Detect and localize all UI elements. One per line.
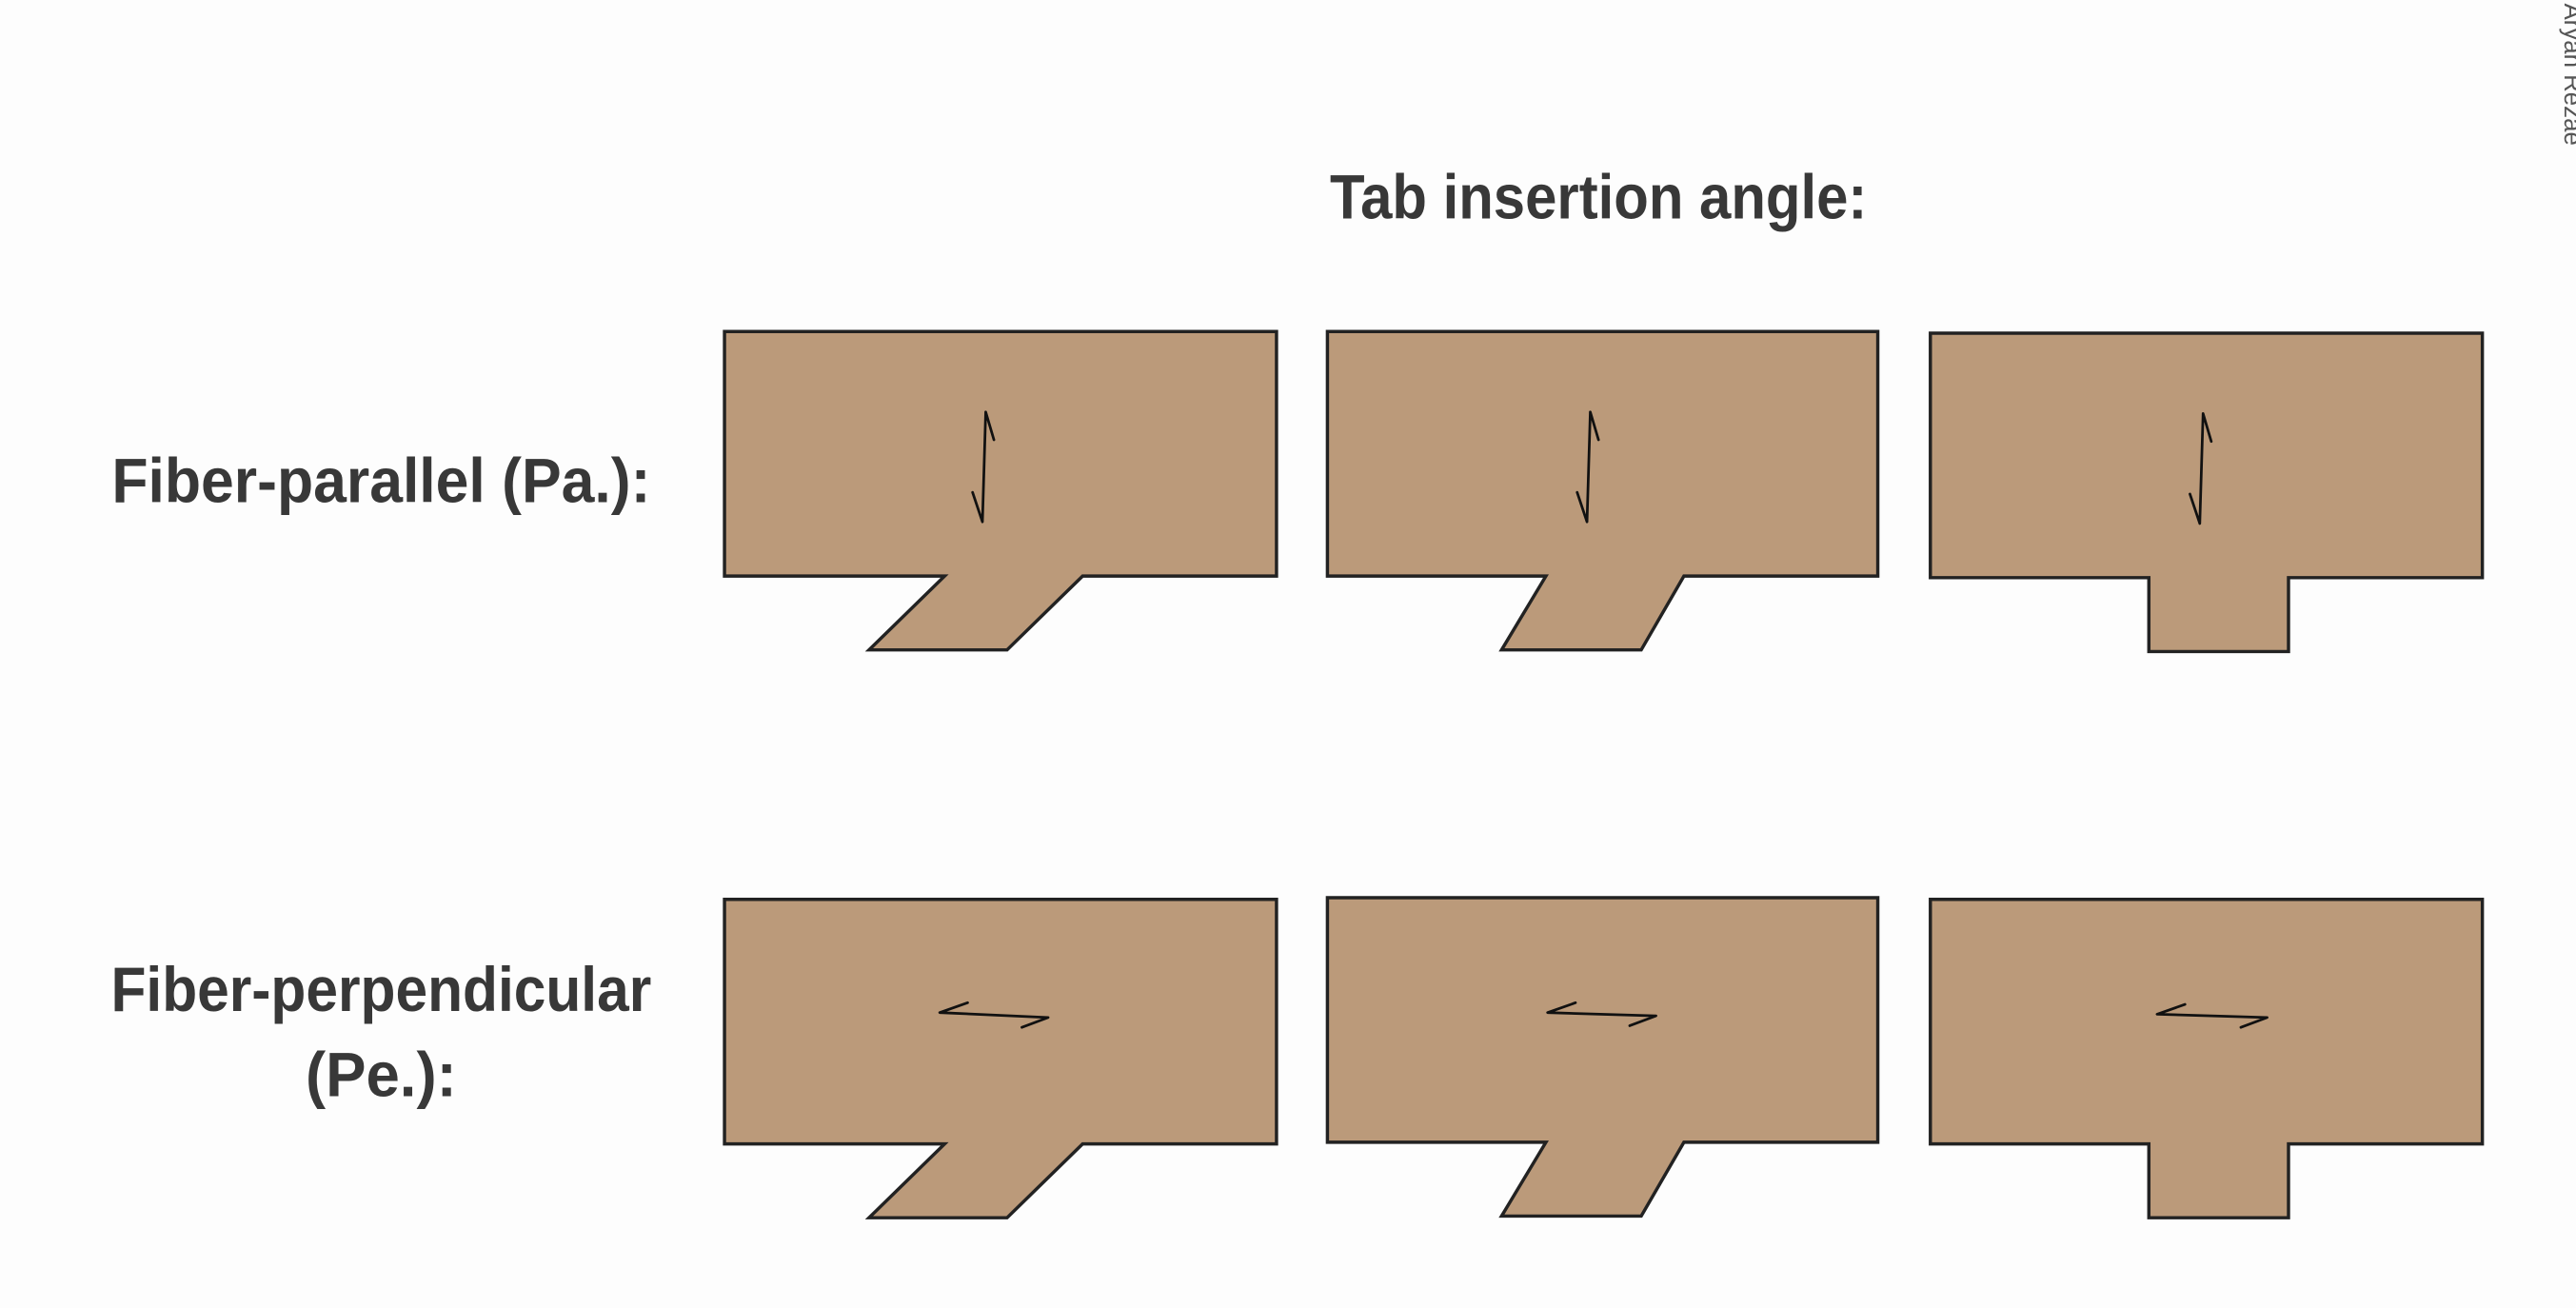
watermark: Aryan Rezae [2559, 3, 2576, 145]
angled-tab-specimen [1325, 329, 1880, 652]
title: Tab insertion angle: [1330, 162, 1867, 231]
straight-tab-specimen [1929, 898, 2485, 1219]
row-perpendicular [723, 896, 2485, 1219]
fiber-arrow [2155, 1002, 2269, 1029]
fiber-arrow [1575, 410, 1600, 524]
straight-tab-specimen [1929, 331, 2485, 654]
fiber-arrow [938, 1001, 1050, 1029]
fiber-arrow [971, 410, 996, 524]
fiber-arrow [2189, 412, 2213, 525]
row-label: (Pe.): [306, 1040, 457, 1110]
angled-tab-specimen [723, 898, 1278, 1219]
row-label: Fiber-perpendicular [110, 955, 651, 1024]
angled-tab-specimen [1325, 896, 1880, 1219]
fiber-arrow [1546, 1001, 1657, 1027]
row-parallel [723, 329, 2485, 654]
row-label: Fiber-parallel (Pa.): [111, 446, 650, 516]
angled-tab-specimen [723, 329, 1278, 652]
